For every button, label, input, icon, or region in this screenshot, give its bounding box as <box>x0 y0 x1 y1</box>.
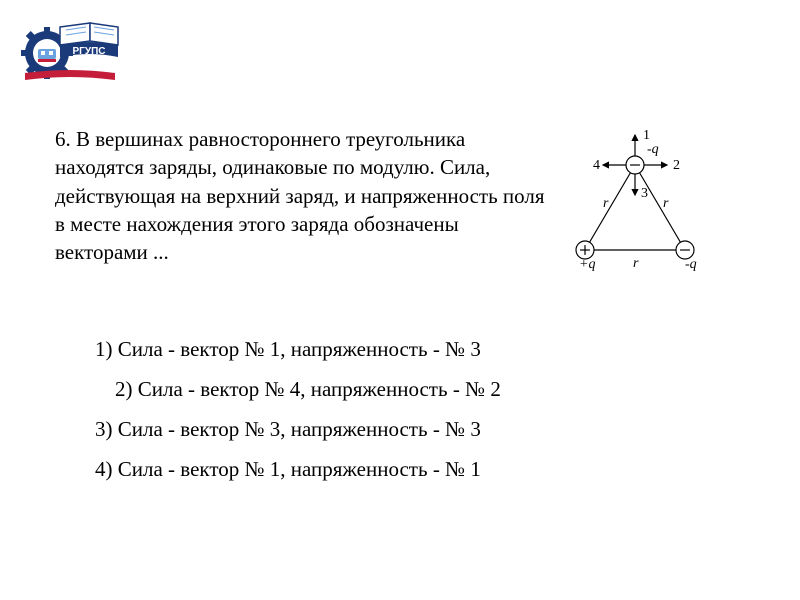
svg-text:-q: -q <box>647 142 659 157</box>
question-body: В вершинах равностороннего треугольника … <box>55 127 545 264</box>
svg-text:3: 3 <box>641 186 648 201</box>
svg-text:4: 4 <box>593 158 600 173</box>
content-area: 6. В вершинах равностороннего треугольни… <box>55 125 755 490</box>
svg-text:+q: +q <box>579 257 595 272</box>
physics-diagram: r r r 1 2 3 4 -q +q -q <box>555 125 715 290</box>
svg-text:r: r <box>663 196 669 211</box>
svg-text:r: r <box>633 256 639 271</box>
svg-text:1: 1 <box>643 128 650 143</box>
option-2: 2) Сила - вектор № 4, напряженность - № … <box>115 370 755 410</box>
answer-options: 1) Сила - вектор № 1, напряженность - № … <box>95 330 755 490</box>
logo-svg: РГУПС <box>20 15 120 85</box>
svg-text:2: 2 <box>673 158 680 173</box>
svg-text:-q: -q <box>685 257 697 272</box>
svg-text:r: r <box>603 196 609 211</box>
option-3: 3) Сила - вектор № 3, напряженность - № … <box>95 410 755 450</box>
question-text: 6. В вершинах равностороннего треугольни… <box>55 125 545 267</box>
question-number: 6. <box>55 127 71 151</box>
option-4: 4) Сила - вектор № 1, напряженность - № … <box>95 450 755 490</box>
logo-text: РГУПС <box>73 46 106 57</box>
university-logo: РГУПС <box>20 15 120 85</box>
question-row: 6. В вершинах равностороннего треугольни… <box>55 125 755 290</box>
option-1: 1) Сила - вектор № 1, напряженность - № … <box>95 330 755 370</box>
